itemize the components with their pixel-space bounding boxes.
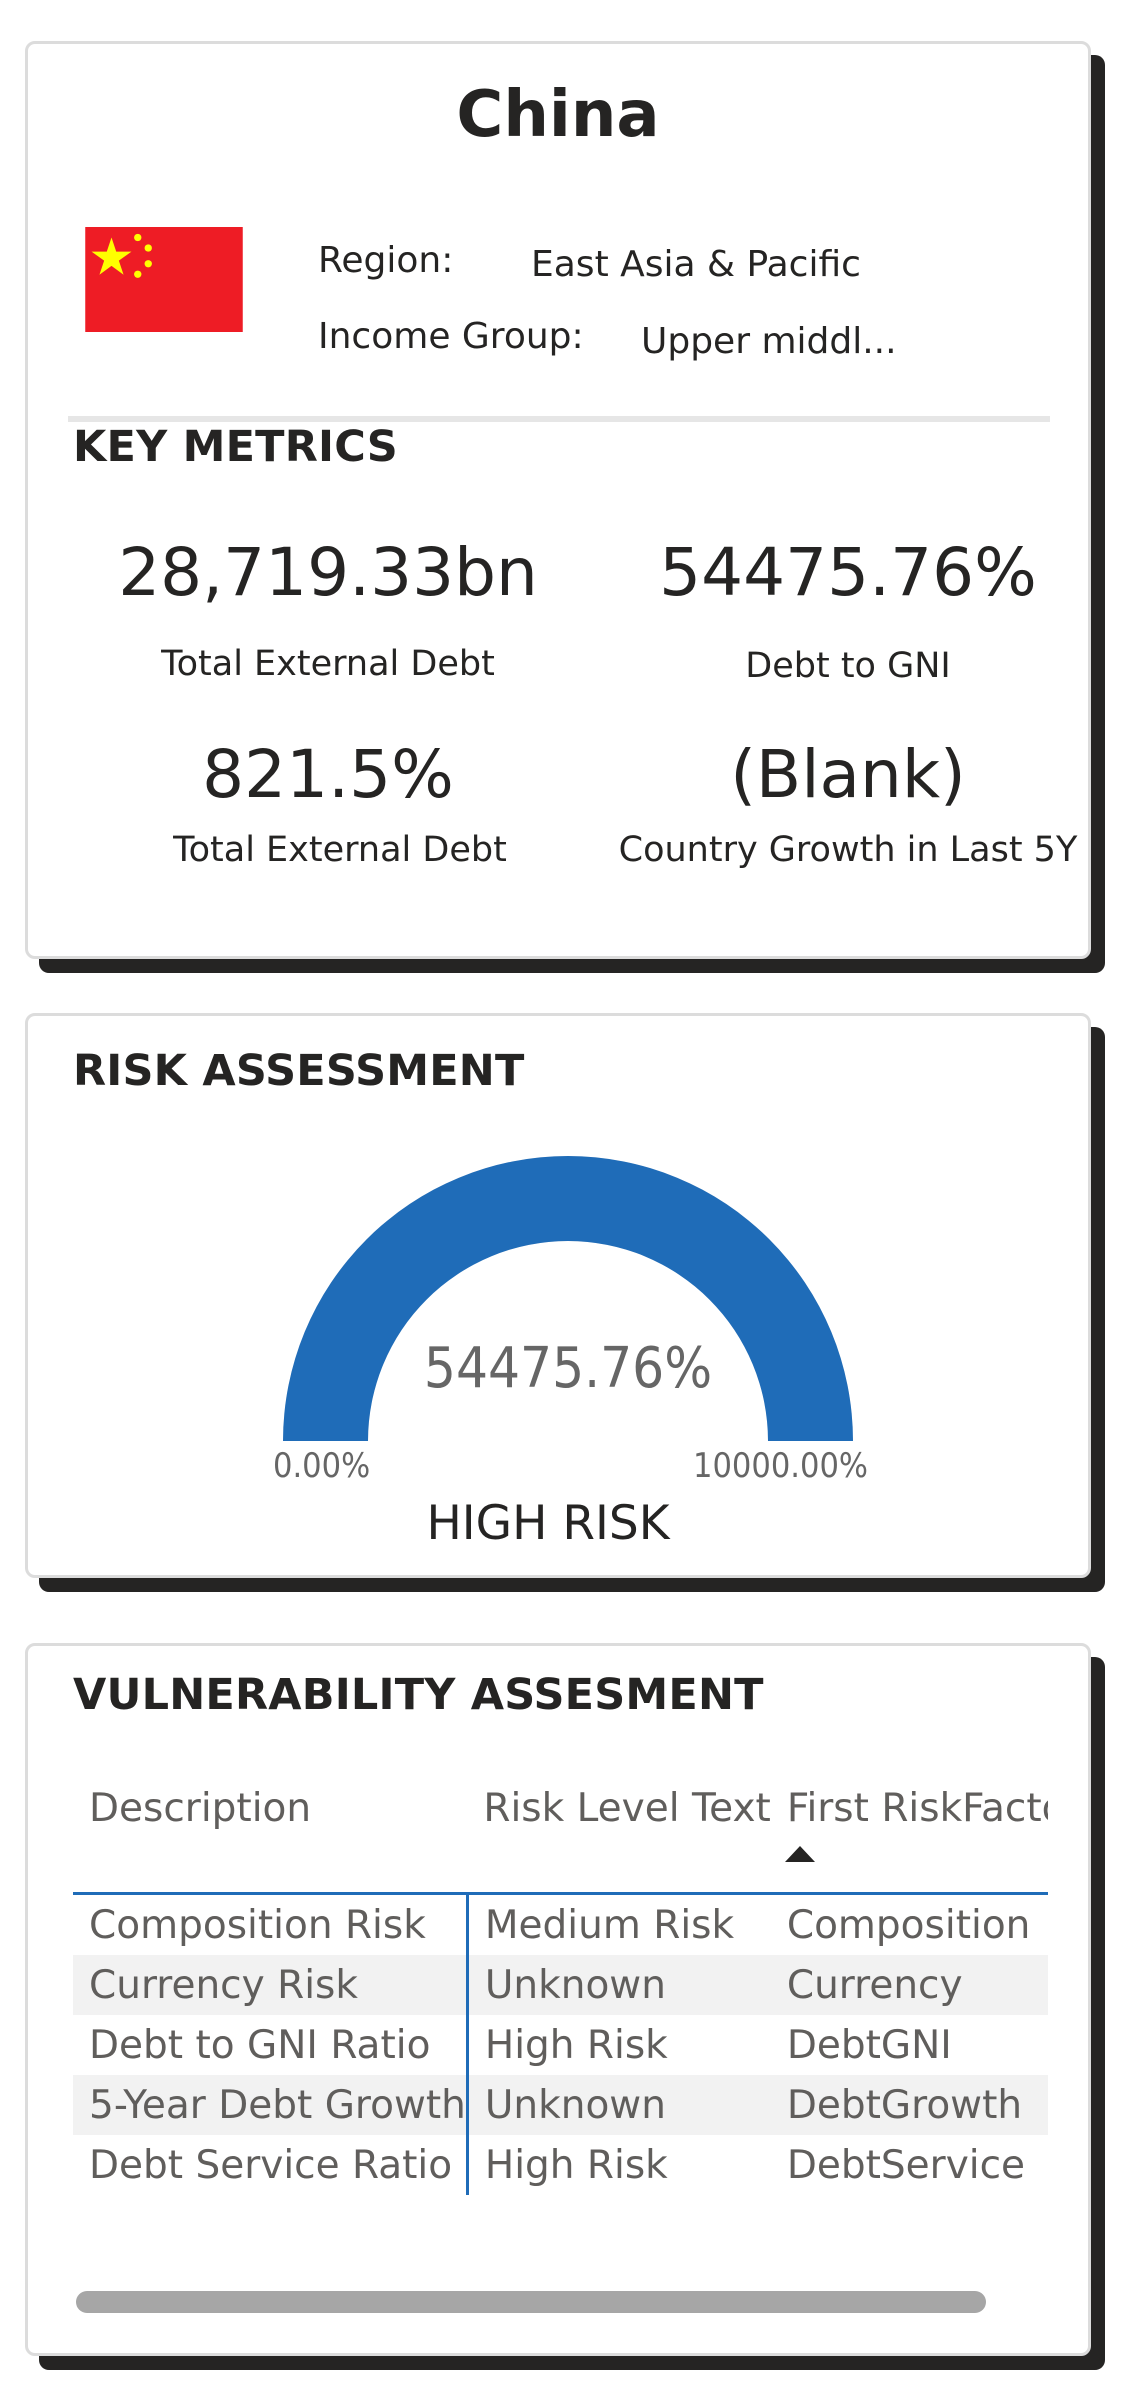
- kpi-country-growth-label: Country Growth in Last 5Y: [618, 830, 1078, 870]
- risk-status-label: HIGH RISK: [426, 1496, 670, 1551]
- kpi-total-external-debt-value: 28,719.33bn: [118, 534, 538, 611]
- kpi-total-external-debt-label: Total External Debt: [161, 644, 495, 684]
- country-name: China: [456, 78, 660, 152]
- kpi-debt-to-gni-value: 54475.76%: [659, 534, 1037, 611]
- column-header-first-risk-factor[interactable]: First RiskFacto: [771, 1786, 1048, 1894]
- kpi-external-debt-percent-value: 821.5%: [202, 736, 454, 813]
- kpi-country-growth-value: (Blank): [730, 736, 966, 813]
- key-metrics-title: KEY METRICS: [73, 422, 398, 472]
- vulnerability-table-viewport[interactable]: Description Risk Level Text First RiskFa…: [73, 1786, 1048, 2195]
- cell-risk-level: High Risk: [484, 2142, 668, 2188]
- risk-assessment-card: RISK ASSESSMENT 54475.76% 0.00% 10000.00…: [25, 1013, 1091, 1578]
- column-header-description[interactable]: Description: [89, 1786, 312, 1831]
- vulnerability-table-body: Composition Risk Medium Risk Composition Cu…: [73, 1893, 1048, 2195]
- cell-description: Currency Risk: [73, 1955, 469, 2015]
- divider: [68, 416, 1050, 422]
- cell-risk-level: Unknown: [467, 1955, 771, 2015]
- cell-first-risk-factor: DebtService: [786, 2142, 1026, 2188]
- cell-first-risk-factor: DebtGrowth: [770, 2075, 1048, 2135]
- cell-first-risk-factor: DebtGNI: [786, 2022, 952, 2068]
- cell-risk-level: Unknown: [467, 2075, 771, 2135]
- vulnerability-title: VULNERABILITY ASSESMENT: [73, 1670, 764, 1720]
- gauge-min-label: 0.00%: [273, 1446, 371, 1486]
- horizontal-scrollbar[interactable]: [76, 2291, 986, 2313]
- vulnerability-card: VULNERABILITY ASSESMENT Description Risk…: [25, 1643, 1091, 2356]
- region-label: Region:: [318, 240, 454, 281]
- income-group-value: Upper middl...: [641, 321, 897, 362]
- cell-description: 5-Year Debt Growth: [73, 2075, 469, 2135]
- gauge-max-label: 10000.00%: [693, 1446, 868, 1486]
- risk-assessment-title: RISK ASSESSMENT: [73, 1046, 525, 1096]
- kpi-debt-to-gni-label: Debt to GNI: [745, 646, 951, 686]
- table-row[interactable]: Debt to GNI Ratio High Risk DebtGNI: [73, 2015, 1048, 2075]
- income-group-label: Income Group:: [318, 316, 584, 357]
- region-value: East Asia & Pacific: [531, 244, 861, 285]
- cell-risk-level: High Risk: [484, 2022, 668, 2068]
- country-card: China Region: East Asia & Pacific Income…: [25, 41, 1091, 959]
- vulnerability-table: Description Risk Level Text First RiskFa…: [73, 1786, 1048, 2195]
- table-header-row: Description Risk Level Text First RiskFa…: [73, 1786, 1048, 1894]
- column-header-risk-level[interactable]: Risk Level Text: [483, 1786, 771, 1831]
- cell-first-risk-factor: Currency: [770, 1955, 1048, 2015]
- cell-risk-level: Medium Risk: [484, 1902, 735, 1948]
- risk-gauge: [283, 1156, 853, 1441]
- cell-description: Composition Risk: [73, 1893, 469, 1955]
- cell-description: Debt to GNI Ratio: [73, 2015, 469, 2075]
- cell-description: Debt Service Ratio: [73, 2135, 469, 2195]
- table-row[interactable]: Debt Service Ratio High Risk DebtService: [73, 2135, 1048, 2195]
- sort-ascending-icon[interactable]: [784, 1846, 815, 1862]
- table-row[interactable]: 5-Year Debt Growth Unknown DebtGrowth: [73, 2075, 1048, 2135]
- gauge-fill: [283, 1156, 853, 1441]
- gauge-value-label: 54475.76%: [423, 1336, 713, 1401]
- kpi-external-debt-percent-label: Total External Debt: [173, 830, 507, 870]
- table-row[interactable]: Composition Risk Medium Risk Composition: [73, 1893, 1048, 1955]
- first-risk-factor-header-label: First RiskFacto: [786, 1786, 1048, 1831]
- cell-first-risk-factor: Composition: [786, 1902, 1031, 1948]
- table-row[interactable]: Currency Risk Unknown Currency: [73, 1955, 1048, 2015]
- china-flag-icon: [85, 227, 243, 332]
